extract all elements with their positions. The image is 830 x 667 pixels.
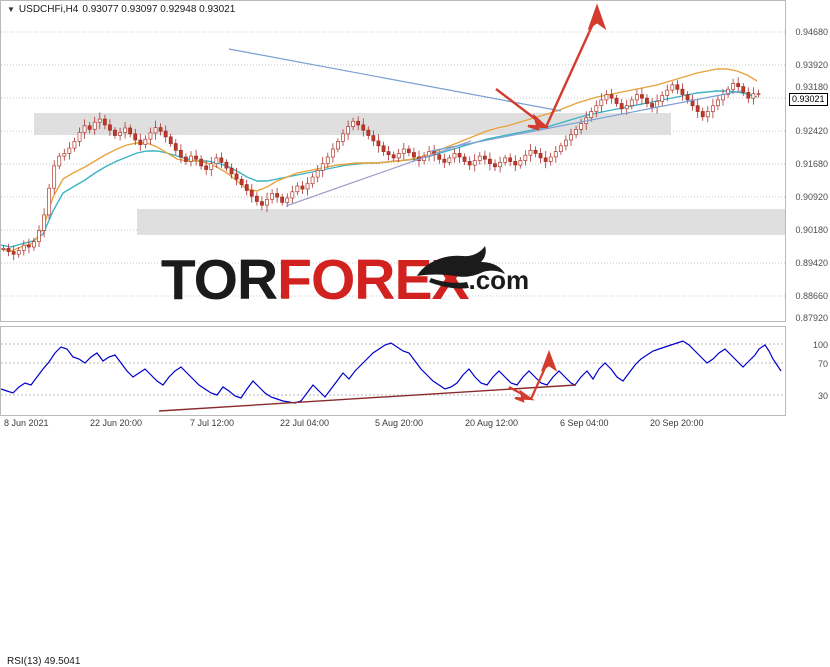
rsi-uptrend-line — [158, 384, 577, 412]
channel-lower-line — [430, 90, 742, 152]
x-tick-4: 5 Aug 20:00 — [375, 418, 424, 428]
y-tick-7: 0.89420 — [795, 258, 828, 268]
y-tick-3: 0.92420 — [795, 126, 828, 136]
chevron-down-icon[interactable]: ▼ — [7, 5, 15, 14]
ma-fast-line — [1, 68, 758, 252]
x-tick-2: 7 Jul 12:00 — [190, 418, 235, 428]
rsi-tick-100: 100 — [812, 340, 828, 350]
channel-upper-line — [228, 48, 562, 112]
x-tick-1: 22 Jun 20:00 — [90, 418, 143, 428]
candlestick-series — [1, 77, 761, 261]
y-tick-1: 0.93920 — [795, 60, 828, 70]
price-chart-pane[interactable]: ▼ USDCHFi,H4 0.93077 0.93097 0.92948 0.9… — [0, 0, 786, 322]
rsi-tick-70: 70 — [817, 359, 828, 369]
rsi-gridlines — [1, 343, 785, 396]
y-tick-6: 0.90180 — [795, 225, 828, 235]
price-y-axis: 0.94680 0.93920 0.93180 0.92420 0.91680 … — [788, 0, 830, 323]
y-tick-4: 0.91680 — [795, 159, 828, 169]
lower-demand-zone — [137, 209, 785, 235]
y-tick-8: 0.88660 — [795, 291, 828, 301]
x-tick-6: 6 Sep 04:00 — [560, 418, 609, 428]
y-tick-2: 0.93180 — [795, 82, 828, 92]
symbol-label: USDCHFi,H4 — [18, 4, 79, 15]
rsi-tick-30: 30 — [817, 391, 828, 401]
rsi-bullish-arrow — [508, 349, 558, 403]
bullish-projection-arrow — [495, 3, 607, 131]
rsi-chart-svg — [1, 340, 785, 412]
current-price-tag: 0.93021 — [789, 93, 828, 106]
channel-mid-line — [285, 140, 472, 207]
rsi-y-axis: 100 70 30 — [788, 326, 830, 416]
x-tick-7: 20 Sep 20:00 — [650, 418, 704, 428]
x-tick-5: 20 Aug 12:00 — [465, 418, 519, 428]
ohlc-values: 0.93077 0.93097 0.92948 0.93021 — [82, 4, 236, 15]
price-gridlines — [1, 31, 785, 297]
rsi-label: RSI(13) 49.5041 — [7, 656, 81, 667]
x-axis: 8 Jun 2021 22 Jun 20:00 7 Jul 12:00 22 J… — [0, 418, 786, 438]
x-tick-0: 8 Jun 2021 — [4, 418, 49, 428]
y-tick-0: 0.94680 — [795, 27, 828, 37]
x-tick-3: 22 Jul 04:00 — [280, 418, 330, 428]
rsi-chart-pane[interactable]: RSI(13) 49.5041 — [0, 326, 786, 667]
y-tick-9: 0.87920 — [795, 313, 828, 323]
price-chart-svg — [1, 3, 785, 297]
rsi-line — [1, 340, 782, 404]
y-tick-5: 0.90920 — [795, 192, 828, 202]
chart-header: ▼ USDCHFi,H4 0.93077 0.93097 0.92948 0.9… — [7, 4, 235, 15]
